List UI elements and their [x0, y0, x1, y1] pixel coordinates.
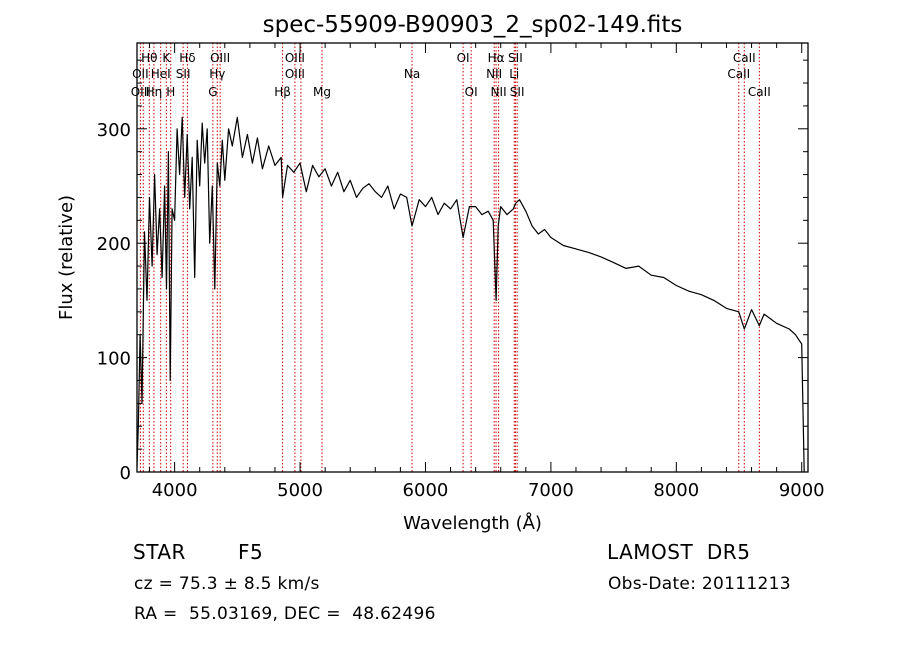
spectral-line-label: NII: [491, 85, 507, 99]
spectral-line-label: OIII: [210, 51, 230, 65]
spectral-line-label: SII: [176, 67, 191, 81]
y-tick-label: 300: [97, 120, 131, 141]
spectral-line-label: Na: [404, 67, 420, 81]
spectral-line-label: SII: [510, 85, 525, 99]
object-type: STAR: [133, 540, 186, 564]
spectral-line-label: H: [166, 85, 175, 99]
x-tick-label: 6000: [403, 480, 449, 501]
x-axis-label: Wavelength (Å): [403, 512, 542, 534]
spectral-line-label: G: [208, 85, 217, 99]
spectral-line-label: SII: [508, 51, 523, 65]
spectral-line-label: Hα: [488, 51, 505, 65]
spectral-line-label: OII: [132, 67, 149, 81]
spectral-line-label: OIII: [285, 67, 305, 81]
chart-title: spec-55909-B90903_2_sp02-149.fits: [263, 12, 683, 38]
x-tick-label: 4000: [152, 480, 198, 501]
spectral-line-label: OI: [465, 85, 478, 99]
redshift-velocity: cz = 75.3 ± 8.5 km/s: [134, 574, 320, 594]
spectral-line-label: Hθ: [141, 51, 157, 65]
plot-frame: [136, 42, 809, 473]
spectral-line-label: K: [162, 51, 171, 65]
y-tick-label: 200: [97, 234, 131, 255]
spectral-line-label: Hδ: [179, 51, 195, 65]
x-tick-label: 9000: [779, 480, 825, 501]
spectral-line-label: Hβ: [274, 85, 291, 99]
x-tick-label: 5000: [277, 480, 323, 501]
spectral-line-label: CaII: [733, 51, 756, 65]
spectral-line-label: CaII: [727, 67, 750, 81]
spectral-line-label: OIII: [285, 51, 305, 65]
spectral-line-label: OIII: [131, 85, 151, 99]
spectral-line-label: Li: [509, 67, 519, 81]
x-tick-label: 7000: [528, 480, 574, 501]
spectral-line-label: CaII: [748, 85, 771, 99]
spectrum-line: [136, 116, 805, 473]
observation-date: Obs-Date: 20111213: [608, 574, 791, 594]
survey-label: LAMOST DR5: [607, 540, 751, 564]
object-subclass: F5: [238, 540, 264, 564]
y-tick-label: 0: [120, 463, 131, 484]
sky-coordinates: RA = 55.03169, DEC = 48.62496: [134, 604, 436, 624]
spectral-line-label: Hγ: [209, 67, 225, 81]
spectral-line-label: NII: [486, 67, 502, 81]
x-tick-label: 8000: [653, 480, 699, 501]
spectral-line-label: Hη: [146, 85, 163, 99]
y-axis-label: Flux (relative): [56, 195, 77, 320]
y-tick-label: 100: [97, 349, 131, 370]
spectral-line-label: OI: [457, 51, 470, 65]
spectral-line-label: Mg: [313, 85, 331, 99]
spectral-line-label: HeI: [151, 67, 171, 81]
